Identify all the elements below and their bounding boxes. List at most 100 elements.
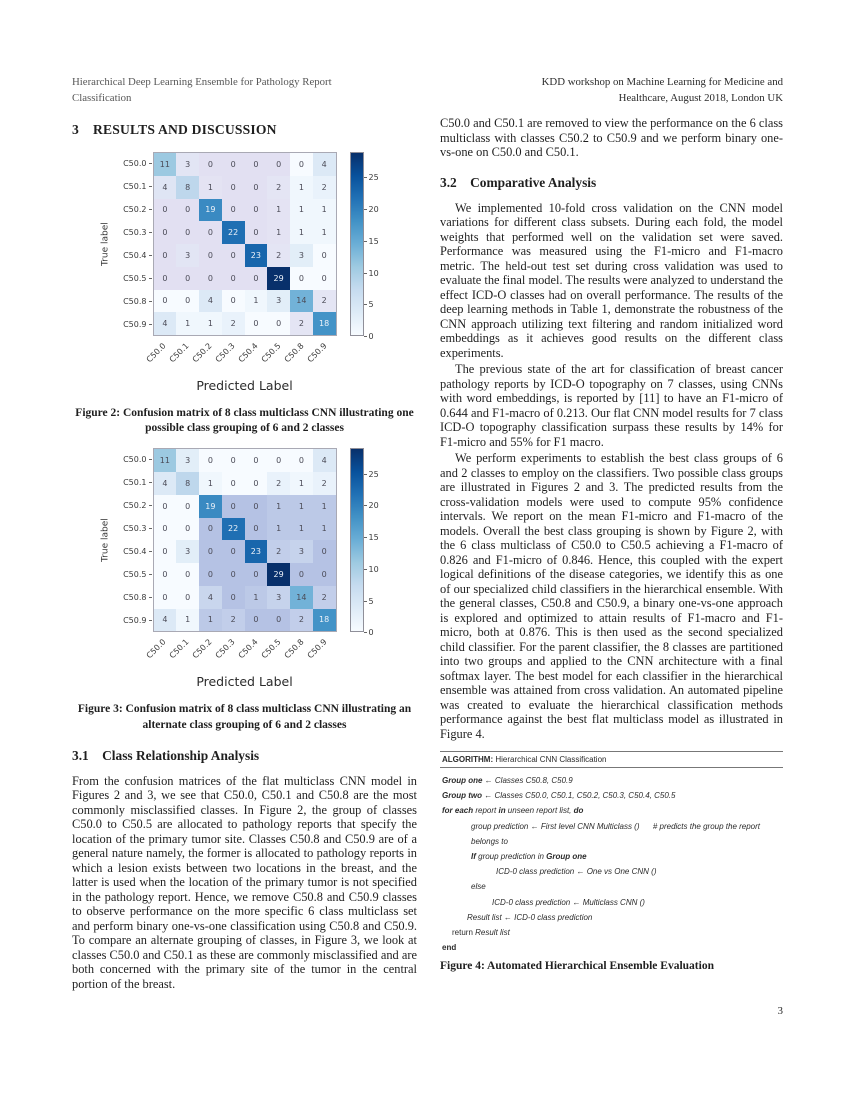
cm-cell: 0 [199, 244, 222, 267]
x-tick-label: C50.9 [305, 637, 329, 661]
cm-cell: 0 [244, 449, 268, 473]
cm-cell: 0 [221, 540, 245, 564]
cm-cell: 18 [312, 312, 336, 335]
running-header-venue-line2: Healthcare, August 2018, London UK [618, 92, 783, 105]
cm-cell: 0 [267, 608, 290, 632]
cm-cell: 3 [290, 244, 313, 267]
cm-cell: 19 [199, 494, 222, 518]
cm-cell: 23 [244, 540, 268, 564]
x-tick-label: C50.8 [282, 341, 306, 365]
cm-cell: 1 [244, 289, 268, 313]
running-header-title-line2: Classification [72, 92, 132, 105]
cm-cell: 0 [221, 563, 245, 586]
cm-cell: 0 [312, 540, 336, 564]
running-header-title-line1: Hierarchical Deep Learning Ensemble for … [72, 76, 332, 88]
algorithm-token: # predicts the group the report belongs … [471, 821, 763, 846]
algorithm-line: If group prediction in Group one [442, 849, 781, 864]
figure-3-caption: Figure 3: Confusion matrix of 8 class mu… [77, 703, 412, 731]
x-tick-label: C50.9 [305, 341, 329, 365]
algorithm-token: Classes C50.8, C50.9 [494, 776, 573, 785]
cm-cell: 2 [290, 312, 313, 335]
cm-cell: 1 [312, 494, 336, 518]
x-tick-label: C50.1 [167, 637, 191, 661]
cm-cell: 3 [267, 585, 290, 609]
colorbar [349, 448, 364, 633]
colorbar-tick-labels: 0 5 10 15 20 25 [364, 152, 391, 341]
y-tick-label: C50.3 [112, 221, 153, 244]
cm-cell: 0 [267, 312, 290, 335]
x-tick-label: C50.0 [144, 637, 168, 661]
y-tick-label: C50.5 [112, 563, 153, 586]
cm-cell: 0 [221, 175, 245, 199]
body-paragraph: From the confusion matrices of the flat … [72, 773, 417, 991]
y-tick-label: C50.2 [112, 494, 153, 517]
cm-cell: 1 [199, 175, 222, 199]
x-tick-label: C50.4 [236, 637, 260, 661]
y-tick-label: C50.0 [112, 448, 153, 471]
algorithm-token: Result list ← ICD-0 class prediction [467, 912, 593, 922]
cm-cell: 0 [221, 266, 245, 290]
cm-cell: 23 [244, 244, 268, 267]
colorbar [349, 152, 364, 336]
cm-cell: 0 [244, 266, 268, 290]
cm-cell: 1 [290, 472, 313, 495]
y-tick-label: C50.4 [112, 244, 153, 267]
cm-cell: 0 [221, 198, 245, 222]
figure-2-plot-area: True label C50.0 C50.1 C50.2 C50.3 C50.4 C50.… [99, 152, 391, 396]
algorithm-token: group prediction in [475, 851, 547, 861]
algorithm-line: end [442, 940, 781, 955]
cm-cell: 0 [244, 608, 268, 632]
figure-3-confusion-matrix: True label C50.0 C50.1 C50.2 C50.3 C50.4 C50.… [99, 448, 391, 692]
algorithm-line: return Result list [442, 925, 781, 940]
y-tick-label: C50.2 [112, 198, 153, 221]
cm-cell: 1 [176, 312, 199, 335]
cm-cell: 0 [221, 289, 245, 313]
cm-cell: 2 [221, 312, 245, 335]
algorithm-line: Group two ← Classes C50.0, C50.1, C50.2,… [442, 788, 781, 803]
y-tick-label: C50.8 [112, 290, 153, 313]
colorbar-tick-label: 5 [364, 597, 374, 606]
page-number: 3 [777, 1005, 784, 1017]
cm-cell: 14 [290, 289, 313, 313]
running-header-left: Hierarchical Deep Learning Ensemble for … [72, 74, 412, 106]
algorithm-title: Hierarchical CNN Classification [493, 755, 607, 764]
cm-cell: 4 [153, 472, 177, 495]
cm-cell: 0 [153, 563, 177, 586]
algorithm-token: Result list [472, 927, 510, 937]
cm-cell: 1 [267, 198, 290, 222]
figure-4-caption: Figure 4: Automated Hierarchical Ensembl… [440, 960, 714, 973]
colorbar-tick-label: 15 [364, 533, 379, 542]
confusion-matrix-grid: 11 3 0 0 0 0 0 4 4 8 1 0 0 2 1 2 0 0 19 0 0 1 1 1 0 0 0 22 0 1 1 1 0 3 0 0 2… [152, 448, 337, 633]
cm-cell: 2 [267, 244, 290, 267]
body-paragraph: The previous state of the art for classi… [440, 362, 783, 449]
algorithm-line: group prediction ← First level CNN Multi… [442, 819, 781, 849]
cm-cell: 0 [176, 198, 199, 222]
colorbar-tick-label: 0 [364, 628, 374, 637]
y-tick-label: C50.9 [112, 313, 153, 336]
algorithm-token: ← [482, 791, 495, 801]
x-tick-label: C50.5 [259, 341, 283, 365]
figure-4-algorithm-box: ALGORITHM: Hierarchical CNN Classificati… [440, 751, 783, 957]
cm-cell: 1 [290, 517, 313, 541]
cm-cell: 3 [267, 289, 290, 313]
cm-cell: 4 [153, 312, 177, 335]
cm-cell: 0 [153, 221, 177, 244]
cm-cell: 0 [176, 585, 199, 609]
cm-cell: 4 [199, 585, 222, 609]
cm-cell: 0 [199, 449, 222, 473]
cm-cell: 2 [267, 175, 290, 199]
y-tick-label: C50.1 [112, 175, 153, 198]
cm-cell: 22 [221, 221, 245, 244]
cm-cell: 0 [312, 244, 336, 267]
cm-cell: 0 [153, 540, 177, 564]
colorbar-tick-labels: 0 5 10 15 20 25 [364, 448, 391, 638]
colorbar-tick-label: 20 [364, 205, 379, 214]
cm-cell: 0 [290, 449, 313, 473]
cm-cell: 2 [312, 289, 336, 313]
cm-cell: 1 [244, 585, 268, 609]
x-tick-label: C50.4 [236, 341, 260, 365]
cm-cell: 0 [290, 266, 313, 290]
subsection-heading-3-2: 3.2 Comparative Analysis [440, 174, 597, 190]
section-heading-results: 3 RESULTS AND DISCUSSION [72, 122, 277, 137]
cm-cell: 0 [244, 494, 268, 518]
